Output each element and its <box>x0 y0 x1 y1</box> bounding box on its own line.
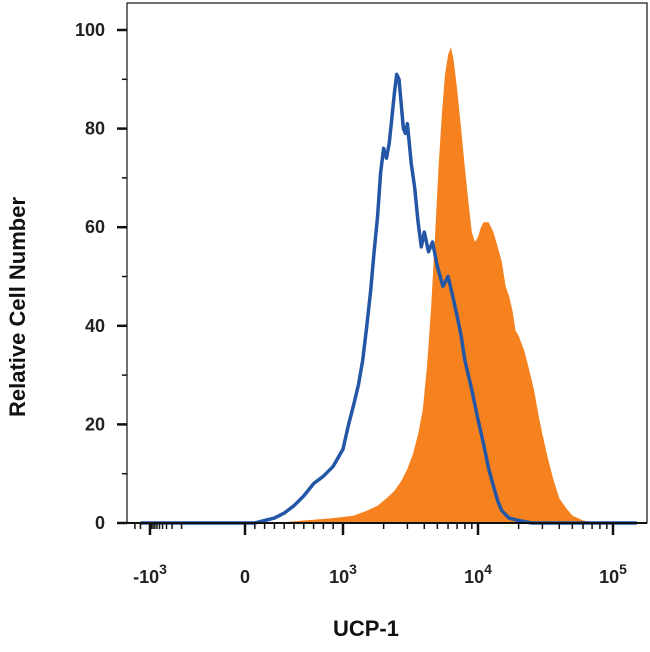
series-1-line-histogram <box>140 72 637 525</box>
y-tick-label: 60 <box>85 217 105 237</box>
x-tick-label: 104 <box>464 561 492 587</box>
series-0-filled-histogram <box>140 47 637 524</box>
x-tick-label: 103 <box>329 561 357 587</box>
x-axis: -103 0 103 104 105 <box>127 522 647 587</box>
y-axis-title: Relative Cell Number <box>5 197 30 418</box>
y-tick-label: 0 <box>95 513 105 533</box>
y-axis: 0 20 40 60 80 100 <box>75 20 127 533</box>
y-tick-label: 100 <box>75 20 105 40</box>
x-tick-label: -103 <box>133 561 167 587</box>
y-tick-label: 20 <box>85 414 105 434</box>
plot-frame <box>126 2 648 524</box>
series-layer <box>140 47 637 525</box>
y-tick-label: 40 <box>85 316 105 336</box>
x-tick-label: 105 <box>599 561 627 587</box>
y-tick-label: 80 <box>85 119 105 139</box>
x-axis-title: UCP-1 <box>333 616 399 641</box>
x-tick-label: 0 <box>240 567 250 587</box>
